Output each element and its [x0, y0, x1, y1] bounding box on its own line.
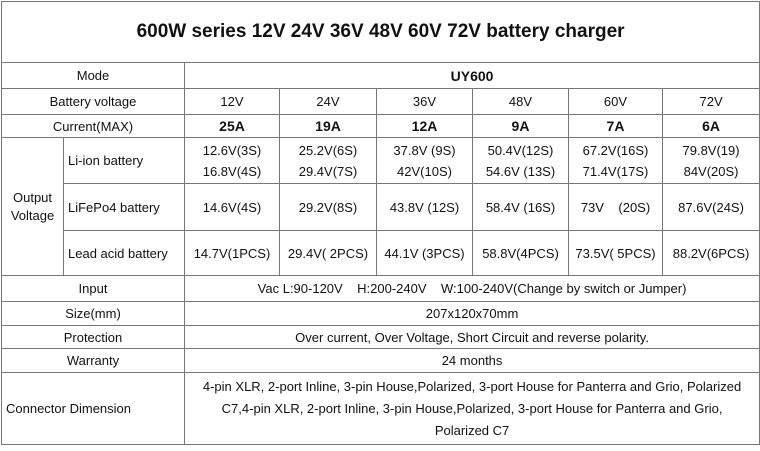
output-cell: 12.6V(3S) 16.8V(4S)	[184, 137, 280, 184]
output-value: 29.2V(8S)	[298, 199, 358, 215]
connector: 4-pin XLR, 2-port Inline, 3-pin House,Po…	[183, 372, 760, 445]
output-value: 58.4V (16S)	[485, 199, 556, 215]
output-cell: 79.8V(19) 84V(20S)	[661, 137, 760, 184]
output-value: 29.4V( 2PCS)	[287, 245, 369, 261]
title: 600W series 12V 24V 36V 48V 60V 72V batt…	[0, 1, 760, 63]
row-label: Protection	[1, 325, 185, 349]
output-value: 29.4V(7S)	[298, 163, 358, 179]
output-cell: 58.8V(4PCS)	[472, 230, 569, 276]
current: 7A	[568, 114, 663, 138]
output-value: 73.5V( 5PCS)	[575, 245, 656, 261]
output-value: 73V (20S)	[580, 199, 651, 215]
output-cell: 58.4V (16S)	[472, 183, 569, 231]
voltage: 60V	[568, 88, 663, 115]
current: 6A	[661, 114, 760, 138]
battery-type: LiFePo4 battery	[63, 183, 185, 231]
voltage: 72V	[661, 88, 760, 115]
voltage: 24V	[279, 88, 377, 115]
output-cell: 37.8V (9S) 42V(10S)	[376, 137, 473, 184]
output-value: 16.8V(4S)	[202, 163, 262, 179]
output-cell: 43.8V (12S)	[376, 183, 473, 231]
output-cell: 29.2V(8S)	[279, 183, 377, 231]
output-cell: 88.2V(6PCS)	[661, 230, 760, 276]
row-label: Current(MAX)	[1, 114, 185, 138]
voltage: 48V	[472, 88, 569, 115]
output-value: 43.8V (12S)	[389, 199, 460, 215]
output-cell: 14.7V(1PCS)	[184, 230, 280, 276]
output-value: 67.2V(16S)	[582, 142, 649, 158]
output-cell: 73V (20S)	[568, 183, 663, 231]
output-value: 14.7V(1PCS)	[193, 245, 271, 261]
row-label: Input	[1, 275, 185, 302]
warranty: 24 months	[183, 348, 760, 373]
protection: Over current, Over Voltage, Short Circui…	[183, 325, 760, 349]
voltage: 12V	[184, 88, 280, 115]
model: UY600	[183, 62, 760, 89]
voltage: 36V	[376, 88, 473, 115]
current: 9A	[472, 114, 569, 138]
output-value: 88.2V(6PCS)	[672, 245, 750, 261]
output-value: 12.6V(3S)	[202, 142, 262, 158]
output-value: 87.6V(24S)	[678, 199, 744, 215]
output-cell: 50.4V(12S) 54.6V (13S)	[472, 137, 569, 184]
output-value: 25.2V(6S)	[298, 142, 358, 158]
output-value: 14.6V(4S)	[202, 199, 262, 215]
output-value: 44.1V (3PCS)	[384, 245, 465, 261]
input: Vac L:90-120V H:200-240V W:100-240V(Chan…	[183, 275, 760, 302]
output-value: 58.8V(4PCS)	[482, 245, 559, 261]
output-cell: 87.6V(24S)	[661, 183, 760, 231]
output-cell: 14.6V(4S)	[184, 183, 280, 231]
output-cell: 67.2V(16S) 71.4V(17S)	[568, 137, 663, 184]
output-value: 50.4V(12S)	[487, 142, 554, 158]
row-label: Battery voltage	[1, 88, 185, 115]
output-cell: 25.2V(6S) 29.4V(7S)	[279, 137, 377, 184]
battery-type: Li-ion battery	[63, 137, 185, 184]
row-label: Mode	[1, 62, 185, 89]
row-label: Size(mm)	[1, 301, 185, 326]
output-value: 84V(20S)	[683, 163, 739, 179]
current: 12A	[376, 114, 473, 138]
output-value: 79.8V(19)	[682, 142, 740, 158]
size: 207x120x70mm	[183, 301, 760, 326]
current: 19A	[279, 114, 377, 138]
output-cell: 44.1V (3PCS)	[376, 230, 473, 276]
output-value: 37.8V (9S)	[393, 142, 456, 158]
row-label: Output Voltage	[1, 137, 64, 276]
output-value: 54.6V (13S)	[485, 163, 556, 179]
output-value: 71.4V(17S)	[582, 163, 649, 179]
output-cell: 29.4V( 2PCS)	[279, 230, 377, 276]
output-value: 42V(10S)	[397, 163, 452, 179]
current: 25A	[184, 114, 280, 138]
row-label: Connector Dimension	[1, 372, 185, 445]
row-label: Warranty	[1, 348, 185, 373]
output-cell: 73.5V( 5PCS)	[568, 230, 663, 276]
battery-type: Lead acid battery	[63, 230, 185, 276]
